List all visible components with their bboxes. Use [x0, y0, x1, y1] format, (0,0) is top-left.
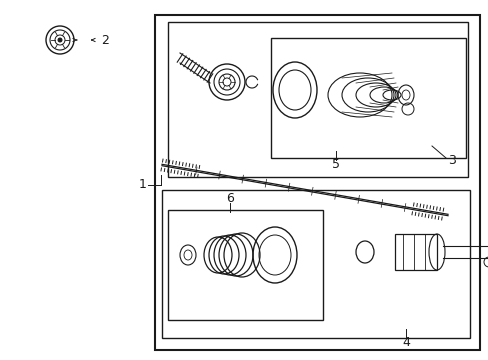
Text: 1: 1	[139, 179, 146, 192]
Bar	[394, 234, 436, 270]
Bar	[155, 15, 479, 350]
Text: 5: 5	[331, 158, 339, 171]
Ellipse shape	[58, 38, 62, 42]
Text: 6: 6	[225, 192, 233, 204]
Bar	[162, 190, 469, 338]
Bar	[168, 22, 467, 177]
Text: 3: 3	[447, 153, 455, 166]
Text: 2: 2	[101, 33, 109, 46]
Text: 4: 4	[401, 336, 409, 348]
Bar	[270, 38, 465, 158]
Bar	[168, 210, 323, 320]
